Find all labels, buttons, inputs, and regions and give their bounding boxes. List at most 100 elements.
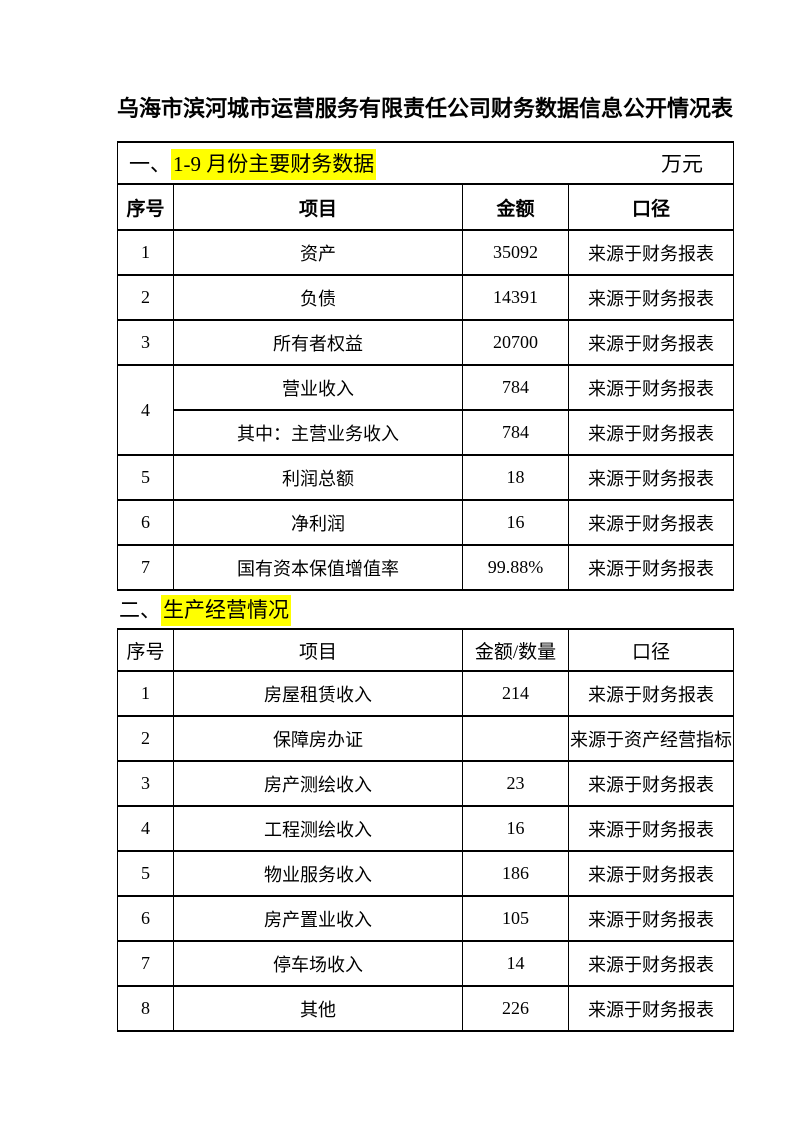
- table-row: 2 负债 14391 来源于财务报表: [117, 274, 734, 321]
- table-row: 2 保障房办证 来源于资产经营指标: [117, 715, 734, 762]
- section2-heading: 二、生产经营情况: [119, 595, 733, 626]
- document-content: 乌海市滨河城市运营服务有限责任公司财务数据信息公开情况表 一、1-9 月份主要财…: [117, 92, 734, 1032]
- cell-item: 房产置业收入: [173, 895, 463, 942]
- cell-caliber: 来源于财务报表: [568, 409, 734, 456]
- cell-item: 物业服务收入: [173, 850, 463, 897]
- cell-no: 5: [117, 454, 174, 501]
- section1-highlight: 1-9 月份主要财务数据: [171, 149, 377, 180]
- cell-no: 5: [117, 850, 174, 897]
- cell-amount: 14: [462, 940, 569, 987]
- cell-item: 其中：主营业务收入: [173, 409, 463, 456]
- table-row: 3 房产测绘收入 23 来源于财务报表: [117, 760, 734, 807]
- operations-table: 序号 项目 金额/数量 口径 1 房屋租赁收入 214 来源于财务报表 2 保障…: [117, 628, 734, 1032]
- cell-amount: 16: [462, 805, 569, 852]
- cell-amount: 35092: [462, 229, 569, 276]
- cell-amount: 16: [462, 499, 569, 546]
- main-finance-table: 一、1-9 月份主要财务数据 万元 序号 项目 金额 口径 1 资产 35092…: [117, 141, 734, 591]
- section2-prefix: 二、: [119, 598, 161, 622]
- cell-caliber: 来源于财务报表: [568, 670, 734, 717]
- cell-no: 4: [117, 805, 174, 852]
- section1-text: 一、1-9 月份主要财务数据: [129, 148, 377, 180]
- table-row: 4 工程测绘收入 16 来源于财务报表: [117, 805, 734, 852]
- cell-caliber: 来源于财务报表: [568, 229, 734, 276]
- cell-amount: 99.88%: [462, 544, 569, 591]
- table-row: 5 物业服务收入 186 来源于财务报表: [117, 850, 734, 897]
- cell-no: 7: [117, 940, 174, 987]
- cell-item: 国有资本保值增值率: [173, 544, 463, 591]
- page-title: 乌海市滨河城市运营服务有限责任公司财务数据信息公开情况表: [117, 96, 734, 121]
- cell-amount: 784: [462, 364, 569, 411]
- cell-caliber: 来源于财务报表: [568, 985, 734, 1032]
- cell-item: 房屋租赁收入: [173, 670, 463, 717]
- col-header-amount: 金额/数量: [462, 628, 569, 672]
- cell-caliber: 来源于财务报表: [568, 760, 734, 807]
- cell-caliber: 来源于财务报表: [568, 274, 734, 321]
- col-header-amount: 金额: [462, 183, 569, 231]
- cell-amount: 20700: [462, 319, 569, 366]
- cell-amount: 784: [462, 409, 569, 456]
- cell-caliber: 来源于财务报表: [568, 319, 734, 366]
- section2-highlight: 生产经营情况: [161, 595, 291, 626]
- col-header-no: 序号: [117, 628, 174, 672]
- cell-no: 2: [117, 274, 174, 321]
- cell-caliber: 来源于资产经营指标: [568, 715, 734, 762]
- table-row: 7 停车场收入 14 来源于财务报表: [117, 940, 734, 987]
- table-row: 1 资产 35092 来源于财务报表: [117, 229, 734, 276]
- cell-no: 6: [117, 499, 174, 546]
- cell-no: 6: [117, 895, 174, 942]
- cell-item: 保障房办证: [173, 715, 463, 762]
- table-row: 6 净利润 16 来源于财务报表: [117, 499, 734, 546]
- table1-header-row: 序号 项目 金额 口径: [117, 183, 734, 231]
- cell-amount: 14391: [462, 274, 569, 321]
- table-row: 其中：主营业务收入 784 来源于财务报表: [118, 409, 734, 456]
- cell-caliber: 来源于财务报表: [568, 850, 734, 897]
- section1-row: 一、1-9 月份主要财务数据 万元: [117, 141, 734, 185]
- table-row: 3 所有者权益 20700 来源于财务报表: [117, 319, 734, 366]
- cell-item: 所有者权益: [173, 319, 463, 366]
- table-row: 6 房产置业收入 105 来源于财务报表: [117, 895, 734, 942]
- cell-item: 房产测绘收入: [173, 760, 463, 807]
- cell-item: 停车场收入: [173, 940, 463, 987]
- cell-item: 营业收入: [173, 364, 463, 411]
- col-header-caliber: 口径: [568, 628, 734, 672]
- cell-caliber: 来源于财务报表: [568, 544, 734, 591]
- section1-unit: 万元: [661, 152, 703, 176]
- cell-caliber: 来源于财务报表: [568, 805, 734, 852]
- table-row: 5 利润总额 18 来源于财务报表: [117, 454, 734, 501]
- cell-item: 资产: [173, 229, 463, 276]
- cell-item: 负债: [173, 274, 463, 321]
- col-header-item: 项目: [173, 628, 463, 672]
- cell-amount: 214: [462, 670, 569, 717]
- col-header-item: 项目: [173, 183, 463, 231]
- table2-header-row: 序号 项目 金额/数量 口径: [117, 628, 734, 672]
- cell-amount: 23: [462, 760, 569, 807]
- cell-caliber: 来源于财务报表: [568, 454, 734, 501]
- cell-amount: 226: [462, 985, 569, 1032]
- cell-item: 利润总额: [173, 454, 463, 501]
- cell-caliber: 来源于财务报表: [568, 895, 734, 942]
- col-header-caliber: 口径: [568, 183, 734, 231]
- table-row: 8 其他 226 来源于财务报表: [117, 985, 734, 1032]
- cell-no: 7: [117, 544, 174, 591]
- table-row: 7 国有资本保值增值率 99.88% 来源于财务报表: [117, 544, 734, 591]
- cell-amount: 105: [462, 895, 569, 942]
- cell-no: 1: [117, 229, 174, 276]
- cell-caliber: 来源于财务报表: [568, 940, 734, 987]
- cell-item: 工程测绘收入: [173, 805, 463, 852]
- cell-no: 1: [117, 670, 174, 717]
- cell-no: 3: [117, 319, 174, 366]
- cell-no: 2: [117, 715, 174, 762]
- cell-no: 3: [117, 760, 174, 807]
- cell-item: 净利润: [173, 499, 463, 546]
- cell-caliber: 来源于财务报表: [568, 364, 734, 411]
- table-row: 4 营业收入 784 来源于财务报表: [117, 364, 734, 456]
- cell-amount: 186: [462, 850, 569, 897]
- cell-amount: [462, 715, 569, 762]
- cell-amount: 18: [462, 454, 569, 501]
- cell-item: 其他: [173, 985, 463, 1032]
- section1-line: 一、1-9 月份主要财务数据 万元: [119, 148, 733, 180]
- table-row: 1 房屋租赁收入 214 来源于财务报表: [117, 670, 734, 717]
- cell-no: 8: [117, 985, 174, 1032]
- cell-caliber: 来源于财务报表: [568, 499, 734, 546]
